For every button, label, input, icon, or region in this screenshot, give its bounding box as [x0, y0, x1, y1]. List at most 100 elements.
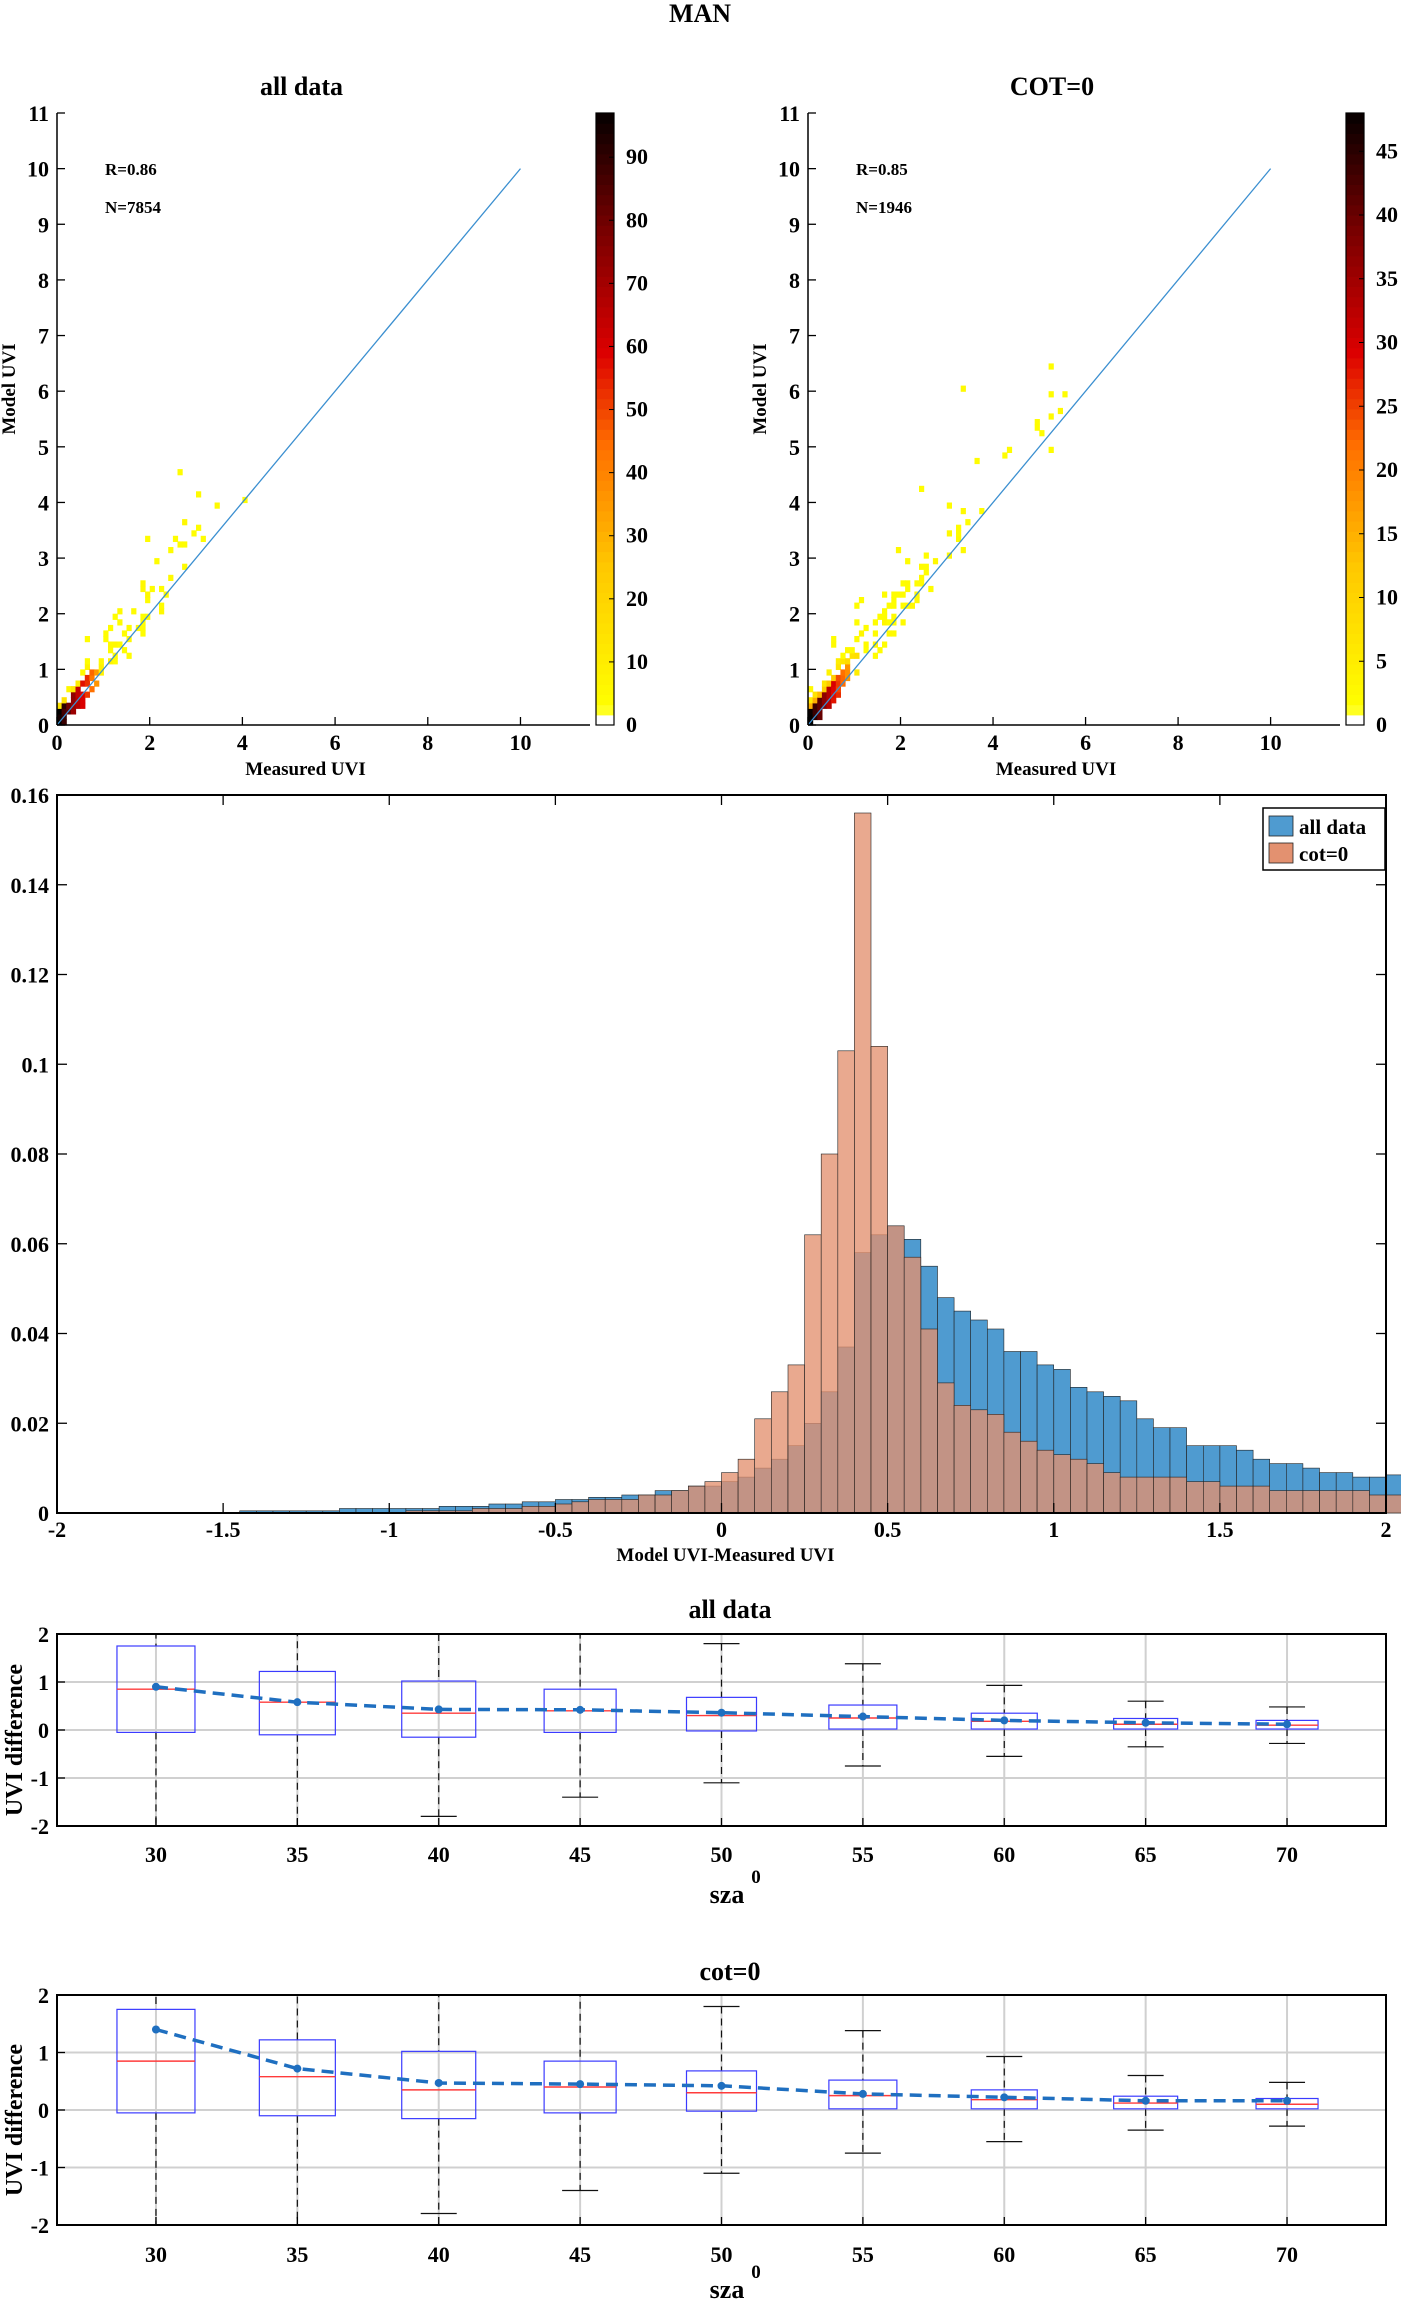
- x-axis-label: Measured UVI: [996, 759, 1117, 780]
- density-cell: [923, 563, 929, 570]
- colorbar-segment: [596, 398, 614, 410]
- colorbar-segment: [1346, 133, 1364, 145]
- colorbar-segment: [1346, 684, 1364, 695]
- density-cell: [905, 580, 911, 587]
- y-tick-label: 0.14: [11, 873, 50, 898]
- colorbar-segment: [1346, 276, 1364, 287]
- density-cell: [140, 580, 146, 587]
- histogram-bar: [604, 1499, 623, 1514]
- colorbar-segment: [596, 113, 614, 124]
- y-tick-label: 0: [38, 2098, 49, 2123]
- colorbar-segment: [596, 204, 614, 216]
- colorbar-segment: [1346, 337, 1364, 349]
- density-cell: [863, 624, 869, 632]
- colorbar-tick-label: 0: [626, 712, 637, 737]
- y-tick-label: 7: [789, 324, 800, 349]
- colorbar-segment: [596, 480, 614, 491]
- mean-point: [1000, 2093, 1009, 2102]
- colorbar-segment: [1346, 225, 1364, 236]
- density-cell: [98, 663, 104, 670]
- density-cell: [932, 558, 939, 565]
- histogram-bar: [903, 1256, 922, 1514]
- density-cell: [919, 563, 925, 570]
- density-cell: [845, 658, 851, 665]
- density-cell: [94, 669, 100, 676]
- density-cell: [840, 658, 846, 665]
- y-tick-label: 10: [778, 157, 800, 182]
- plot-area: [57, 1995, 1386, 2225]
- colorbar-segment: [1346, 123, 1364, 134]
- density-cell: [131, 608, 137, 615]
- density-cell: [872, 630, 878, 637]
- density-cell: [923, 569, 929, 576]
- mean-point: [1283, 2096, 1292, 2105]
- colorbar-segment: [1346, 602, 1364, 614]
- colorbar-segment: [1346, 633, 1364, 644]
- x-axis-label: Measured UVI: [245, 759, 366, 780]
- density-cell: [61, 702, 67, 709]
- density-cell: [177, 541, 183, 548]
- colorbar-segment: [1346, 541, 1364, 553]
- density-cell: [835, 691, 841, 698]
- colorbar-segment: [596, 347, 614, 359]
- density-cell: [946, 502, 952, 509]
- colorbar-tick-label: 70: [626, 270, 648, 295]
- density-cell: [817, 697, 823, 704]
- colorbar-tick-label: 80: [626, 207, 648, 232]
- density-cell: [117, 619, 123, 626]
- density-cell: [821, 686, 828, 693]
- colorbar-segment: [596, 153, 614, 165]
- density-cell: [121, 647, 128, 654]
- density-cell: [863, 647, 869, 654]
- colorbar-segment: [596, 388, 614, 400]
- density-cell: [895, 547, 902, 554]
- density-cell: [891, 613, 897, 620]
- mean-point: [151, 2025, 160, 2034]
- density-cell: [168, 574, 174, 581]
- density-cell: [891, 602, 897, 609]
- y-tick-label: 0.1: [22, 1052, 50, 1077]
- x-tick-label: -1: [380, 1517, 398, 1542]
- correlation-annotation: R=0.85: [856, 160, 908, 179]
- colorbar-segment: [1346, 470, 1364, 481]
- y-tick-label: -2: [31, 1814, 49, 1839]
- density-cell: [900, 619, 906, 626]
- colorbar-segment: [596, 184, 614, 196]
- density-cell: [854, 669, 860, 676]
- colorbar-segment: [1346, 143, 1364, 155]
- density-cell: [872, 619, 878, 626]
- density-cell: [103, 636, 109, 643]
- density-cell: [960, 547, 966, 554]
- y-axis-label: UVI difference: [2, 1664, 28, 1817]
- density-cell: [1006, 446, 1013, 453]
- density-cell: [882, 591, 888, 598]
- histogram-bar: [1119, 1476, 1138, 1514]
- y-tick-label: 0.06: [11, 1232, 50, 1257]
- colorbar-segment: [1346, 480, 1364, 491]
- density-cell: [817, 713, 823, 721]
- colorbar-segment: [596, 266, 614, 277]
- colorbar-segment: [1346, 113, 1364, 124]
- y-tick-label: 10: [27, 157, 49, 182]
- density-cell: [845, 663, 851, 670]
- histogram-bar: [1252, 1485, 1270, 1514]
- y-tick-label: -2: [31, 2213, 49, 2238]
- density-cell: [126, 624, 132, 632]
- colorbar-tick-label: 15: [1376, 521, 1398, 546]
- colorbar: 0 5 10 15 20 25 30 35 40 45: [1345, 112, 1398, 737]
- histogram-bar: [737, 1458, 755, 1514]
- mean-point: [293, 1698, 302, 1707]
- colorbar-segment: [596, 408, 614, 420]
- box-iqr: [685, 1696, 758, 1732]
- x-tick-label: 65: [1135, 1842, 1157, 1867]
- density-cell: [1048, 391, 1054, 398]
- density-cell: [1034, 419, 1040, 426]
- x-tick-label: 10: [509, 730, 531, 755]
- histogram-bar: [1236, 1485, 1254, 1514]
- density-cell: [882, 619, 888, 626]
- histogram-bar: [1269, 1490, 1287, 1514]
- colorbar-segment: [1346, 317, 1364, 328]
- colorbar-segment: [1346, 235, 1364, 247]
- colorbar-segment: [596, 439, 614, 451]
- colorbar-segment: [596, 164, 614, 175]
